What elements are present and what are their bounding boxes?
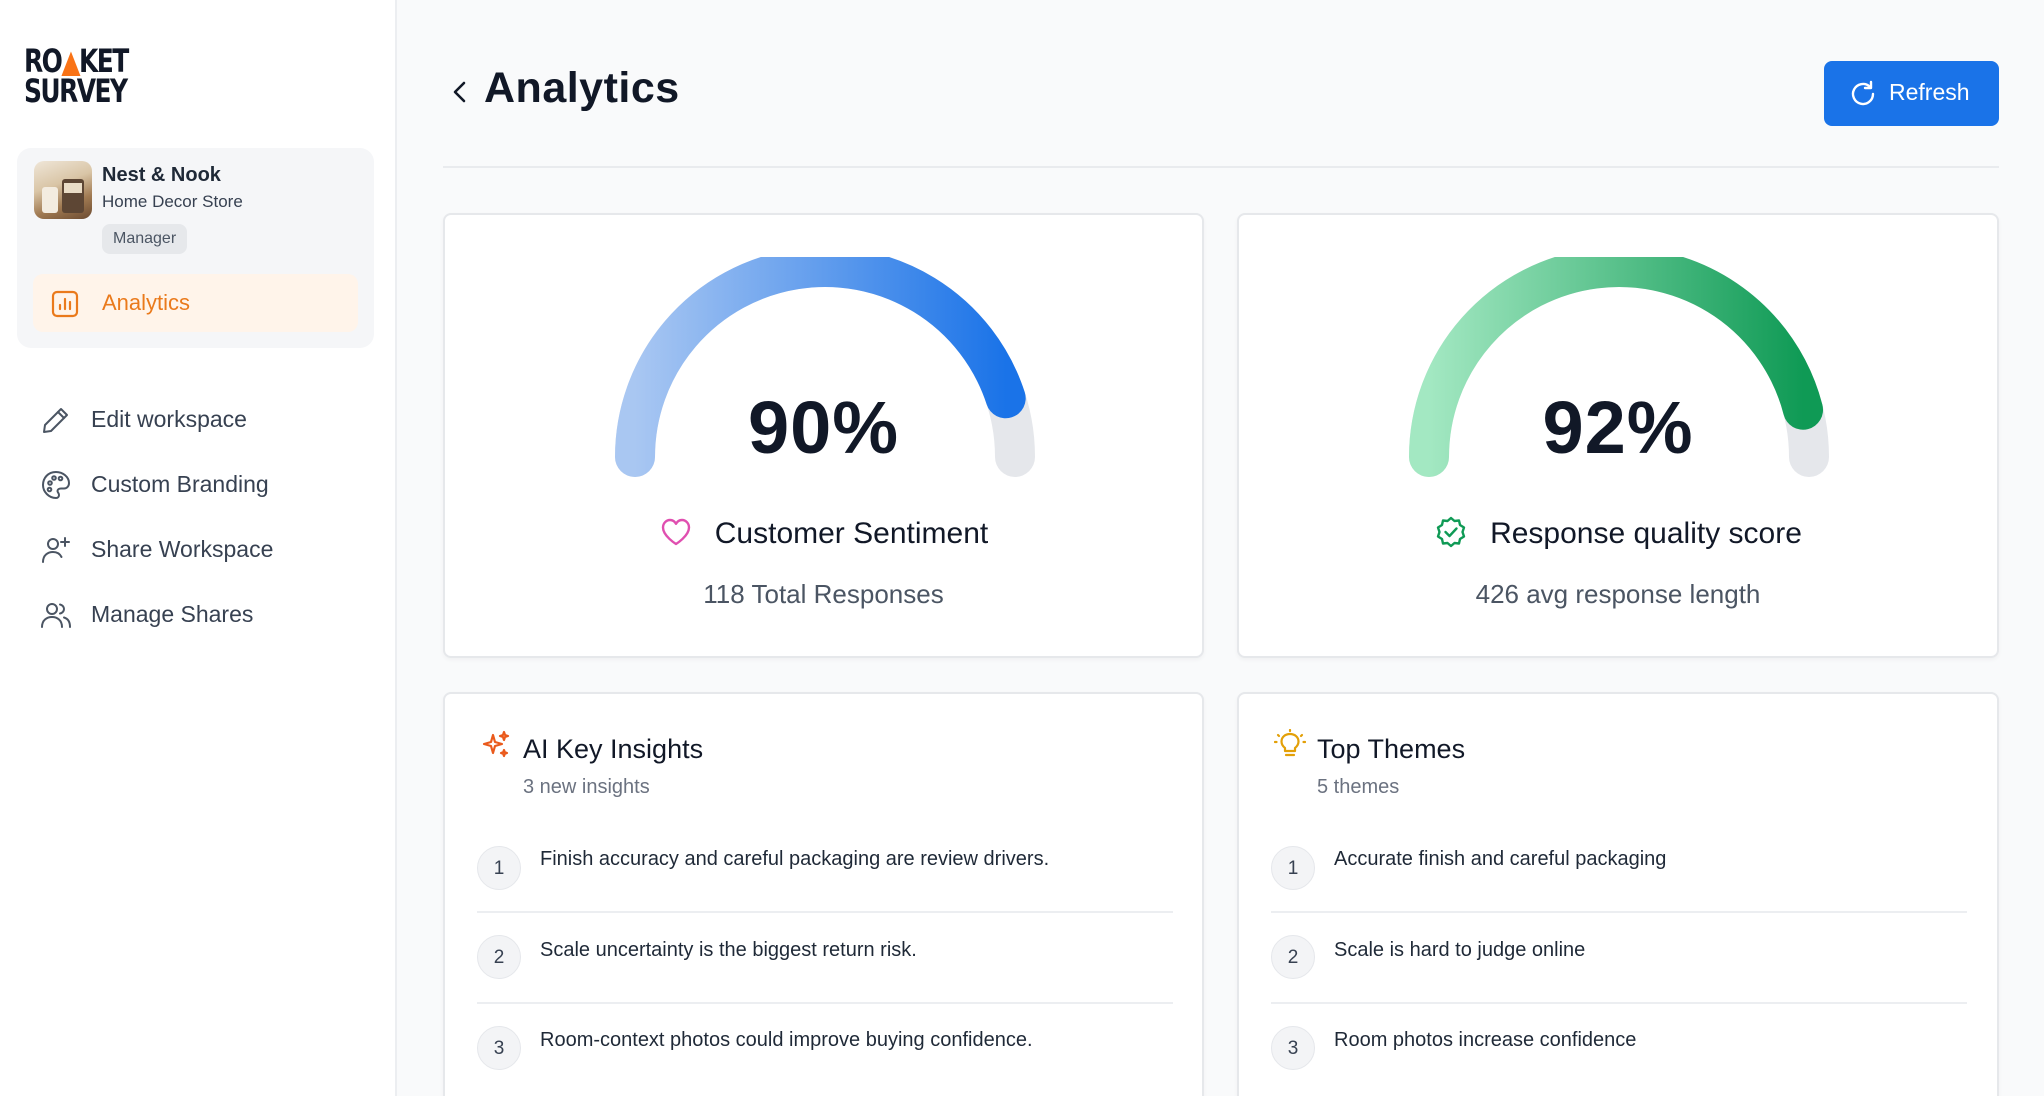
workspace-card: Nest & Nook Home Decor Store Manager Ana… bbox=[17, 148, 374, 348]
gauge-fill bbox=[615, 257, 1026, 477]
item-number: 3 bbox=[477, 1026, 521, 1070]
list-item: 3 Room photos increase confidence bbox=[1271, 1004, 1967, 1095]
customer-sentiment-card: 90% Customer Sentiment 118 Total Respons… bbox=[443, 213, 1204, 658]
ai-key-insights-card: AI Key Insights 3 new insights 1 Finish … bbox=[443, 692, 1204, 1096]
sidebar-item-label: Analytics bbox=[102, 290, 191, 315]
list-item: 2 Scale is hard to judge online bbox=[1271, 913, 1967, 1004]
sidebar-item-edit-workspace[interactable]: Edit workspace bbox=[40, 400, 360, 440]
insights-subtitle: 3 new insights bbox=[523, 776, 650, 798]
quality-label: Response quality score bbox=[1490, 517, 1802, 550]
workspace-subtitle: Home Decor Store bbox=[102, 192, 243, 211]
sidebar-item-custom-branding[interactable]: Custom Branding bbox=[40, 465, 360, 505]
users-icon bbox=[41, 603, 71, 628]
bar-chart-icon bbox=[51, 290, 79, 318]
refresh-label: Refresh bbox=[1889, 79, 1970, 105]
refresh-icon bbox=[1851, 80, 1875, 106]
rocket-survey-logo[interactable]: RO▲KET SURVEY bbox=[24, 42, 129, 110]
sidebar-item-manage-shares[interactable]: Manage Shares bbox=[40, 595, 360, 635]
item-number: 2 bbox=[477, 935, 521, 979]
header-divider bbox=[443, 166, 1999, 168]
workspace-avatar bbox=[34, 161, 92, 219]
page-title: Analytics bbox=[484, 64, 680, 112]
role-badge: Manager bbox=[102, 224, 188, 254]
item-number: 2 bbox=[1271, 935, 1315, 979]
response-quality-card: 92% Response quality score 426 avg respo… bbox=[1237, 213, 1999, 658]
top-themes-card: Top Themes 5 themes 1 Accurate finish an… bbox=[1237, 692, 1999, 1096]
sidebar-item-label: Share Workspace bbox=[91, 536, 274, 562]
themes-subtitle: 5 themes bbox=[1317, 776, 1400, 798]
item-number: 1 bbox=[477, 846, 521, 890]
sidebar-item-label: Manage Shares bbox=[91, 601, 254, 627]
quality-value: 92% bbox=[1542, 386, 1694, 469]
user-plus-icon bbox=[42, 537, 70, 563]
item-number: 3 bbox=[1271, 1026, 1315, 1070]
sentiment-label: Customer Sentiment bbox=[714, 517, 989, 550]
palette-icon bbox=[41, 470, 71, 500]
list-item: 1 Finish accuracy and careful packaging … bbox=[477, 822, 1173, 913]
sidebar: RO▲KET SURVEY Nest & Nook Home Decor Sto… bbox=[0, 0, 397, 1096]
sidebar-item-label: Edit workspace bbox=[91, 406, 247, 432]
sidebar-item-share-workspace[interactable]: Share Workspace bbox=[40, 530, 360, 570]
item-text: Room-context photos could improve buying… bbox=[540, 1029, 1033, 1051]
sentiment-label-row: Customer Sentiment bbox=[445, 515, 1202, 551]
insights-title: AI Key Insights bbox=[523, 734, 704, 764]
heart-icon bbox=[661, 518, 690, 546]
sidebar-item-analytics[interactable]: Analytics bbox=[33, 274, 358, 332]
quality-gauge bbox=[1409, 257, 1829, 477]
item-text: Room photos increase confidence bbox=[1334, 1029, 1637, 1051]
sentiment-value: 90% bbox=[747, 386, 900, 469]
gauge-fill bbox=[1409, 257, 1824, 477]
sparkles-icon bbox=[482, 730, 510, 758]
item-text: Scale is hard to judge online bbox=[1334, 939, 1586, 961]
list-item: 1 Accurate finish and careful packaging bbox=[1271, 822, 1967, 913]
themes-title: Top Themes bbox=[1317, 734, 1466, 764]
item-number: 1 bbox=[1271, 846, 1315, 890]
sidebar-item-label: Custom Branding bbox=[91, 471, 269, 497]
list-item: 2 Scale uncertainty is the biggest retur… bbox=[477, 913, 1173, 1004]
back-chevron-icon[interactable] bbox=[449, 78, 471, 106]
lightbulb-icon bbox=[1274, 729, 1306, 757]
pencil-icon bbox=[43, 408, 68, 433]
badge-check-icon bbox=[1436, 516, 1466, 548]
total-responses: 118 Total Responses bbox=[703, 579, 944, 609]
avg-response-length: 426 avg response length bbox=[1475, 579, 1761, 609]
list-item: 3 Room-context photos could improve buyi… bbox=[477, 1004, 1173, 1095]
item-text: Scale uncertainty is the biggest return … bbox=[540, 939, 917, 961]
refresh-button[interactable]: Refresh bbox=[1824, 61, 1999, 126]
sentiment-gauge bbox=[615, 257, 1035, 477]
item-text: Finish accuracy and careful packaging ar… bbox=[540, 848, 1050, 870]
item-text: Accurate finish and careful packaging bbox=[1334, 848, 1667, 870]
workspace-name: Nest & Nook bbox=[102, 164, 221, 186]
quality-label-row: Response quality score bbox=[1239, 515, 1997, 551]
